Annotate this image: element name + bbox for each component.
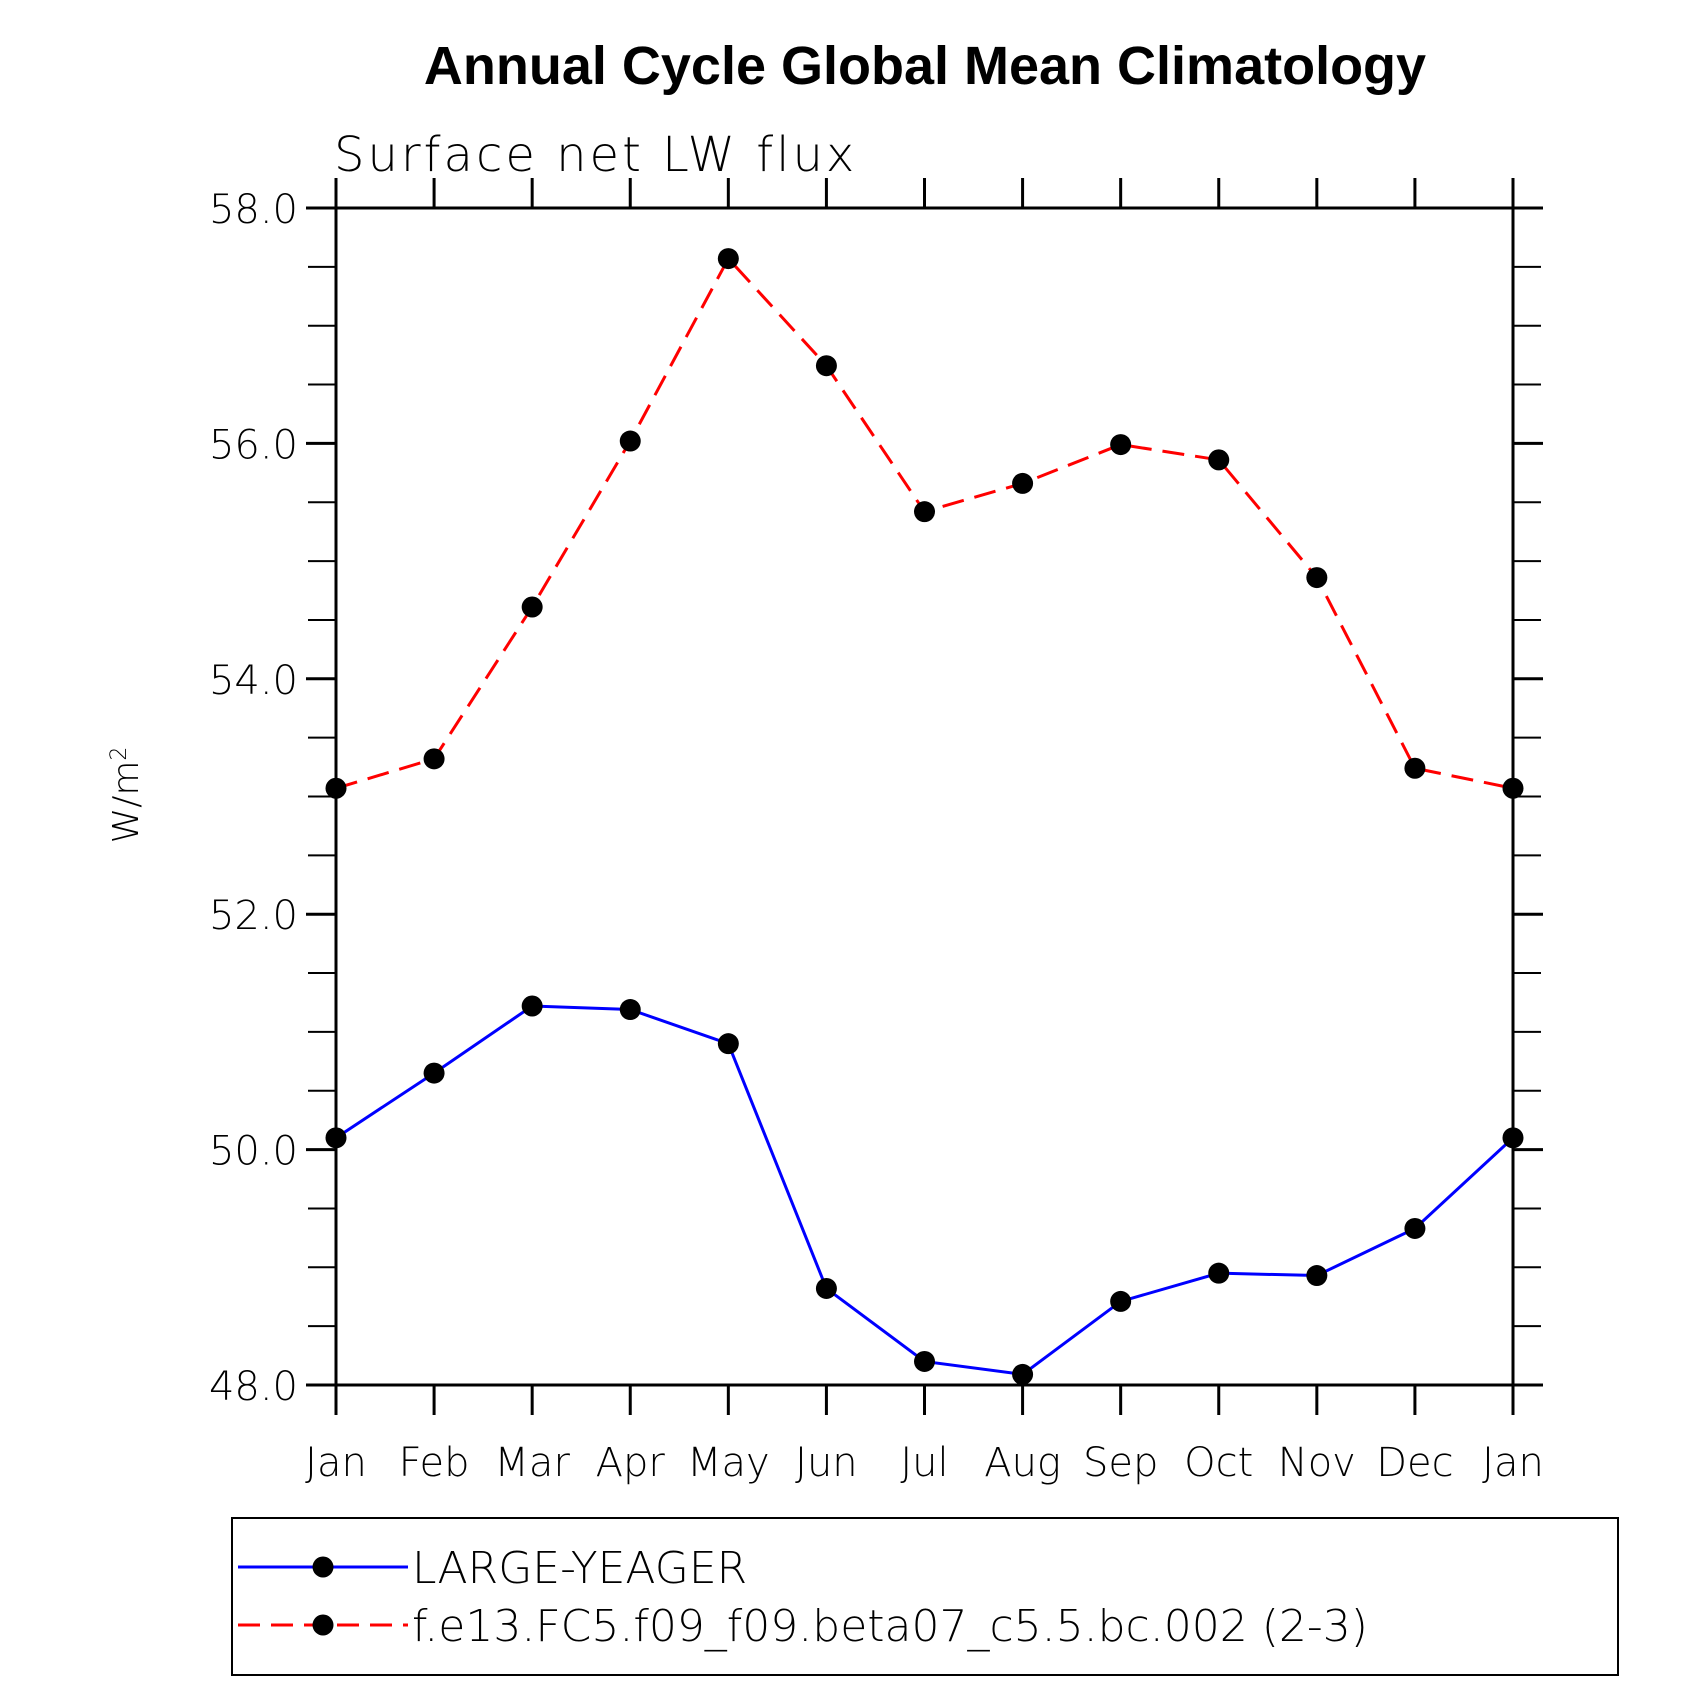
legend-box — [231, 1517, 1619, 1676]
axes: Jan Feb Mar Apr May Jun Jul Aug Sep Oct Nov Dec Jan4… — [209, 178, 1544, 1486]
data-point — [717, 1033, 739, 1055]
data-point — [325, 777, 347, 799]
x-tick-label: Dec — [1376, 1440, 1453, 1486]
data-point — [914, 501, 935, 523]
x-tick-label: Nov — [1278, 1440, 1356, 1486]
legend-label: f.e13.FC5.f09_f09.beta07_c5.5.bc.002 (2-… — [412, 1601, 1368, 1652]
x-tick-label: Jan — [1482, 1440, 1544, 1486]
y-axis-label-text: W/m — [106, 761, 147, 844]
data-point — [717, 248, 739, 270]
svg-text:W/m2: W/m2 — [106, 747, 147, 844]
data-point — [325, 1127, 347, 1149]
x-tick-label: Mar — [494, 1440, 570, 1486]
series-line — [335, 256, 1514, 790]
x-tick-label: Jun — [795, 1440, 858, 1486]
y-tick-label: 58.0 — [209, 187, 298, 233]
x-tick-label: Sep — [1083, 1440, 1158, 1486]
x-tick-label: May — [687, 1440, 770, 1486]
data-point — [619, 430, 641, 452]
plot-frame — [334, 206, 1515, 1387]
y-tick-label: 52.0 — [209, 893, 298, 939]
y-tick-label: 54.0 — [209, 658, 298, 704]
legend-marker — [312, 1556, 334, 1578]
data-point — [423, 1062, 445, 1084]
data-point — [1208, 1262, 1230, 1284]
x-tick-label: Feb — [399, 1440, 470, 1486]
series-line — [335, 1004, 1515, 1376]
x-tick-label: Oct — [1184, 1440, 1253, 1486]
data-point — [1110, 434, 1132, 456]
data-point — [1404, 757, 1426, 779]
legend-marker — [312, 1614, 334, 1636]
legend-label: LARGE-YEAGER — [412, 1543, 747, 1594]
series-layer — [325, 248, 1524, 1385]
data-point — [423, 748, 445, 770]
data-point — [815, 355, 837, 377]
data-point — [1502, 777, 1524, 799]
x-tick-label: Jul — [900, 1440, 948, 1486]
data-point — [521, 596, 543, 618]
data-point — [1012, 1363, 1034, 1385]
data-point — [1012, 472, 1034, 494]
y-axis-label: W/m2 — [106, 747, 147, 844]
series-1 — [325, 248, 1524, 799]
series-0 — [325, 995, 1524, 1385]
y-tick-label: 48.0 — [209, 1364, 298, 1410]
chart-title: Annual Cycle Global Mean Climatology — [424, 36, 1426, 96]
data-point — [1502, 1127, 1524, 1149]
data-point — [815, 1277, 837, 1299]
chart-subtitle: Surface net LW flux — [334, 127, 857, 183]
data-point — [1110, 1290, 1132, 1312]
y-tick-label: 50.0 — [209, 1129, 298, 1175]
legend: LARGE-YEAGER f.e13.FC5.f09_f09.beta07_c5.… — [231, 1517, 1619, 1676]
x-tick-label: Jan — [305, 1440, 367, 1486]
x-tick-label: Aug — [984, 1440, 1061, 1486]
data-point — [1208, 449, 1230, 471]
y-tick-label: 56.0 — [209, 422, 298, 468]
data-point — [914, 1350, 935, 1372]
x-tick-label: Apr — [596, 1440, 666, 1486]
data-point — [1404, 1217, 1426, 1239]
data-point — [1306, 1265, 1328, 1287]
data-point — [521, 995, 543, 1017]
y-axis-label-superscript: 2 — [107, 747, 132, 761]
data-point — [619, 999, 641, 1021]
data-point — [1306, 567, 1328, 589]
